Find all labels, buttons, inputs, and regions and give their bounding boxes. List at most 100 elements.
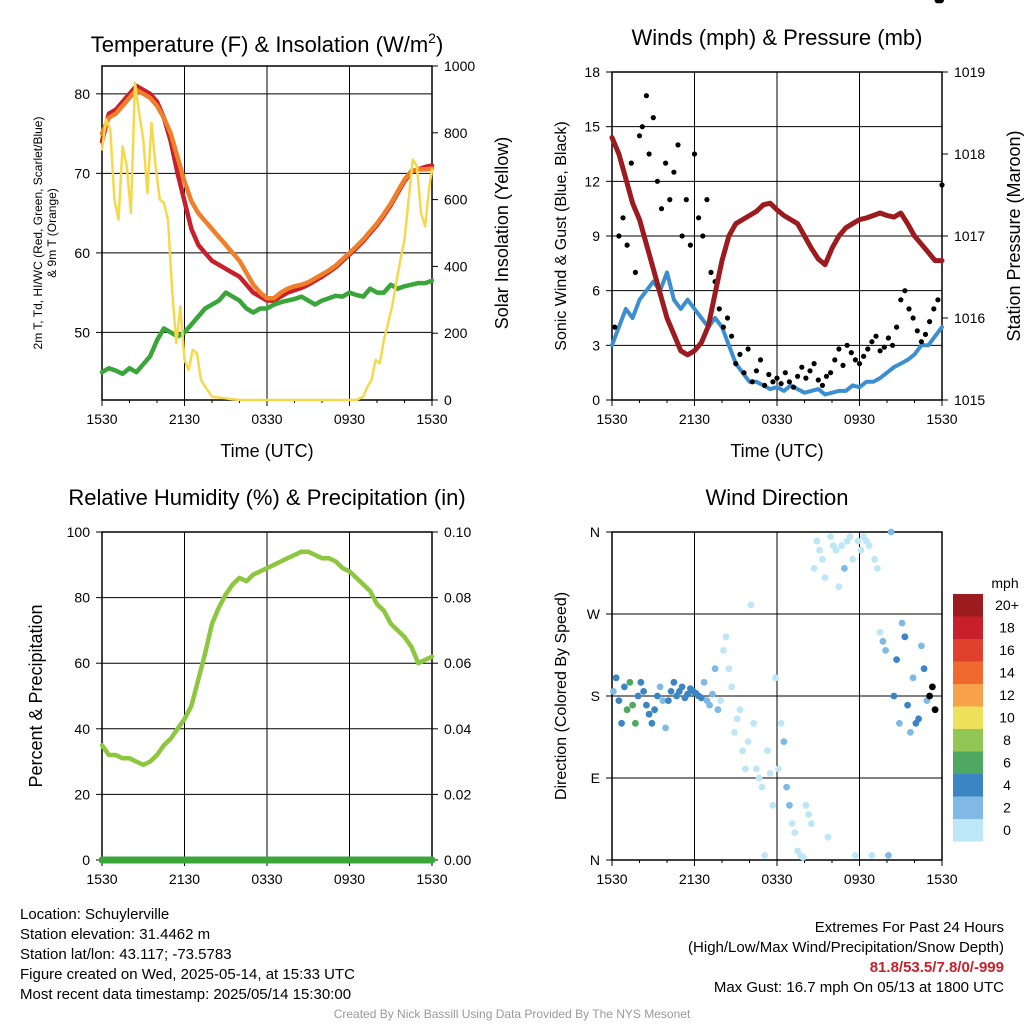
temp-ytick-label: 70 <box>74 165 90 181</box>
wind-gust-point <box>620 215 626 221</box>
created-text: Figure created on Wed, 2025-05-14, at 15… <box>20 966 355 983</box>
wind-xtick-label: 1530 <box>926 411 957 427</box>
dir-ytick-label: N <box>590 852 600 868</box>
colorbar-swatch <box>953 729 983 752</box>
dir-point <box>665 697 672 704</box>
dir-point <box>761 852 768 859</box>
wind-gust-point <box>861 353 867 359</box>
station-info: Location: Schuylerville Station elevatio… <box>20 905 355 1005</box>
wind-xtick-label: 0330 <box>761 411 792 427</box>
dir-point <box>612 674 620 682</box>
dir-point <box>909 674 917 682</box>
wind-y2tick-label: 1015 <box>954 392 985 408</box>
colorbar-swatch <box>953 639 983 662</box>
rh-y2tick-label: 0.10 <box>444 524 471 540</box>
extremes-box: Extremes For Past 24 Hours (High/Low/Max… <box>688 918 1004 998</box>
wind-gust-point <box>770 379 776 385</box>
temp-y2tick-label: 400 <box>444 258 468 274</box>
rh-xtick-label: 0930 <box>334 871 365 887</box>
dir-ytick-label: N <box>590 524 600 540</box>
temp-ylabel-left-2: & 9m T (Orange) <box>45 188 59 278</box>
temp-xtick-label: 0930 <box>334 411 365 427</box>
wind-series-sonic-wind <box>610 270 944 397</box>
dir-point <box>733 715 741 723</box>
colorbar-label: 20+ <box>995 597 1019 613</box>
temp-y2tick-label: 600 <box>444 192 468 208</box>
colorbar-swatch <box>953 774 983 797</box>
dir-point <box>764 747 771 755</box>
dir-point <box>766 770 774 777</box>
wind-gust-point <box>636 133 643 139</box>
location-text: Location: Schuylerville <box>20 906 170 923</box>
wind-gust-point <box>873 333 879 339</box>
wind-gust-point <box>881 344 887 350</box>
rh-ytick-label: 40 <box>74 721 90 737</box>
temp-xtick-label: 1530 <box>416 411 447 427</box>
dir-ylabel-left: Direction (Colored By Speed) <box>553 592 570 800</box>
extremes-title: Extremes For Past 24 Hours <box>814 919 1004 936</box>
dir-point <box>711 665 719 673</box>
wind-y2tick-label: 1016 <box>954 310 985 326</box>
temp-xlabel: Time (UTC) <box>220 441 313 461</box>
dir-point <box>632 719 639 727</box>
dir-point <box>621 683 628 691</box>
dir-point <box>698 694 705 702</box>
dir-point <box>821 574 829 581</box>
wind-ylabel-left: Sonic Wind & Gust (Blue, Black) <box>553 121 570 350</box>
rh-ytick-label: 80 <box>74 590 90 606</box>
dir-point <box>753 765 760 773</box>
rh-xtick-label: 0330 <box>251 871 282 887</box>
wind-gust-point <box>828 370 834 376</box>
temp-y2tick-label: 0 <box>444 392 452 408</box>
colorbar-swatch <box>953 751 983 774</box>
wind-gust-point <box>753 368 760 374</box>
dir-point <box>678 683 686 691</box>
wind-xlabel: Time (UTC) <box>730 441 823 461</box>
temp-y2tick-label: 1000 <box>444 58 475 74</box>
dir-point <box>865 542 873 550</box>
rh-ytick-label: 0 <box>82 852 90 868</box>
wind-gust-point <box>807 368 813 374</box>
wind-ytick-label: 15 <box>584 119 600 135</box>
dir-point <box>750 719 757 727</box>
dir-point <box>907 729 914 736</box>
rh-y2tick-label: 0.06 <box>444 655 471 671</box>
wind-gust-point <box>939 182 945 188</box>
dir-point <box>747 601 755 609</box>
latlon-text: Station lat/lon: 43.117; -73.5783 <box>20 946 232 963</box>
dir-point <box>739 747 746 755</box>
temp-xtick-label: 2130 <box>169 411 200 427</box>
wind-ytick-label: 0 <box>592 392 600 408</box>
wind-gust-point <box>696 215 702 221</box>
dir-point <box>810 565 818 572</box>
dir-xtick-label: 1530 <box>596 871 627 887</box>
wind-gust-point <box>848 350 854 356</box>
wind-gust-point <box>724 315 731 321</box>
dir-point <box>835 583 843 591</box>
wind-gust-point <box>741 370 747 376</box>
dir-point <box>874 565 881 572</box>
wind-gust-point <box>922 331 929 337</box>
temp-ylabel-left: 2m T, Td, HI/WC (Red, Green, Scarlet/Blu… <box>31 117 45 350</box>
wind-gust-point <box>639 124 645 130</box>
wind-gust-point <box>844 342 850 348</box>
colorbar-label: 12 <box>999 687 1015 703</box>
dir-point <box>868 852 876 859</box>
dir-point <box>623 706 631 714</box>
dir-point <box>684 690 691 698</box>
wind-gust-point <box>700 233 706 239</box>
temp-xtick-label: 1530 <box>86 411 117 427</box>
dir-point <box>610 688 617 695</box>
dir-point <box>651 706 658 714</box>
wind-gust-point <box>616 233 622 239</box>
temp-series-td <box>99 278 435 377</box>
wind-gust-point <box>624 242 630 248</box>
wind-gust-point <box>898 297 904 303</box>
dir-title: Wind Direction <box>705 485 848 510</box>
dir-point <box>898 619 906 627</box>
dir-point <box>637 678 645 686</box>
colorbar-label: 14 <box>999 665 1015 681</box>
dir-point <box>808 820 815 827</box>
dir-point <box>656 683 664 691</box>
rh-ytick-label: 20 <box>74 786 90 802</box>
